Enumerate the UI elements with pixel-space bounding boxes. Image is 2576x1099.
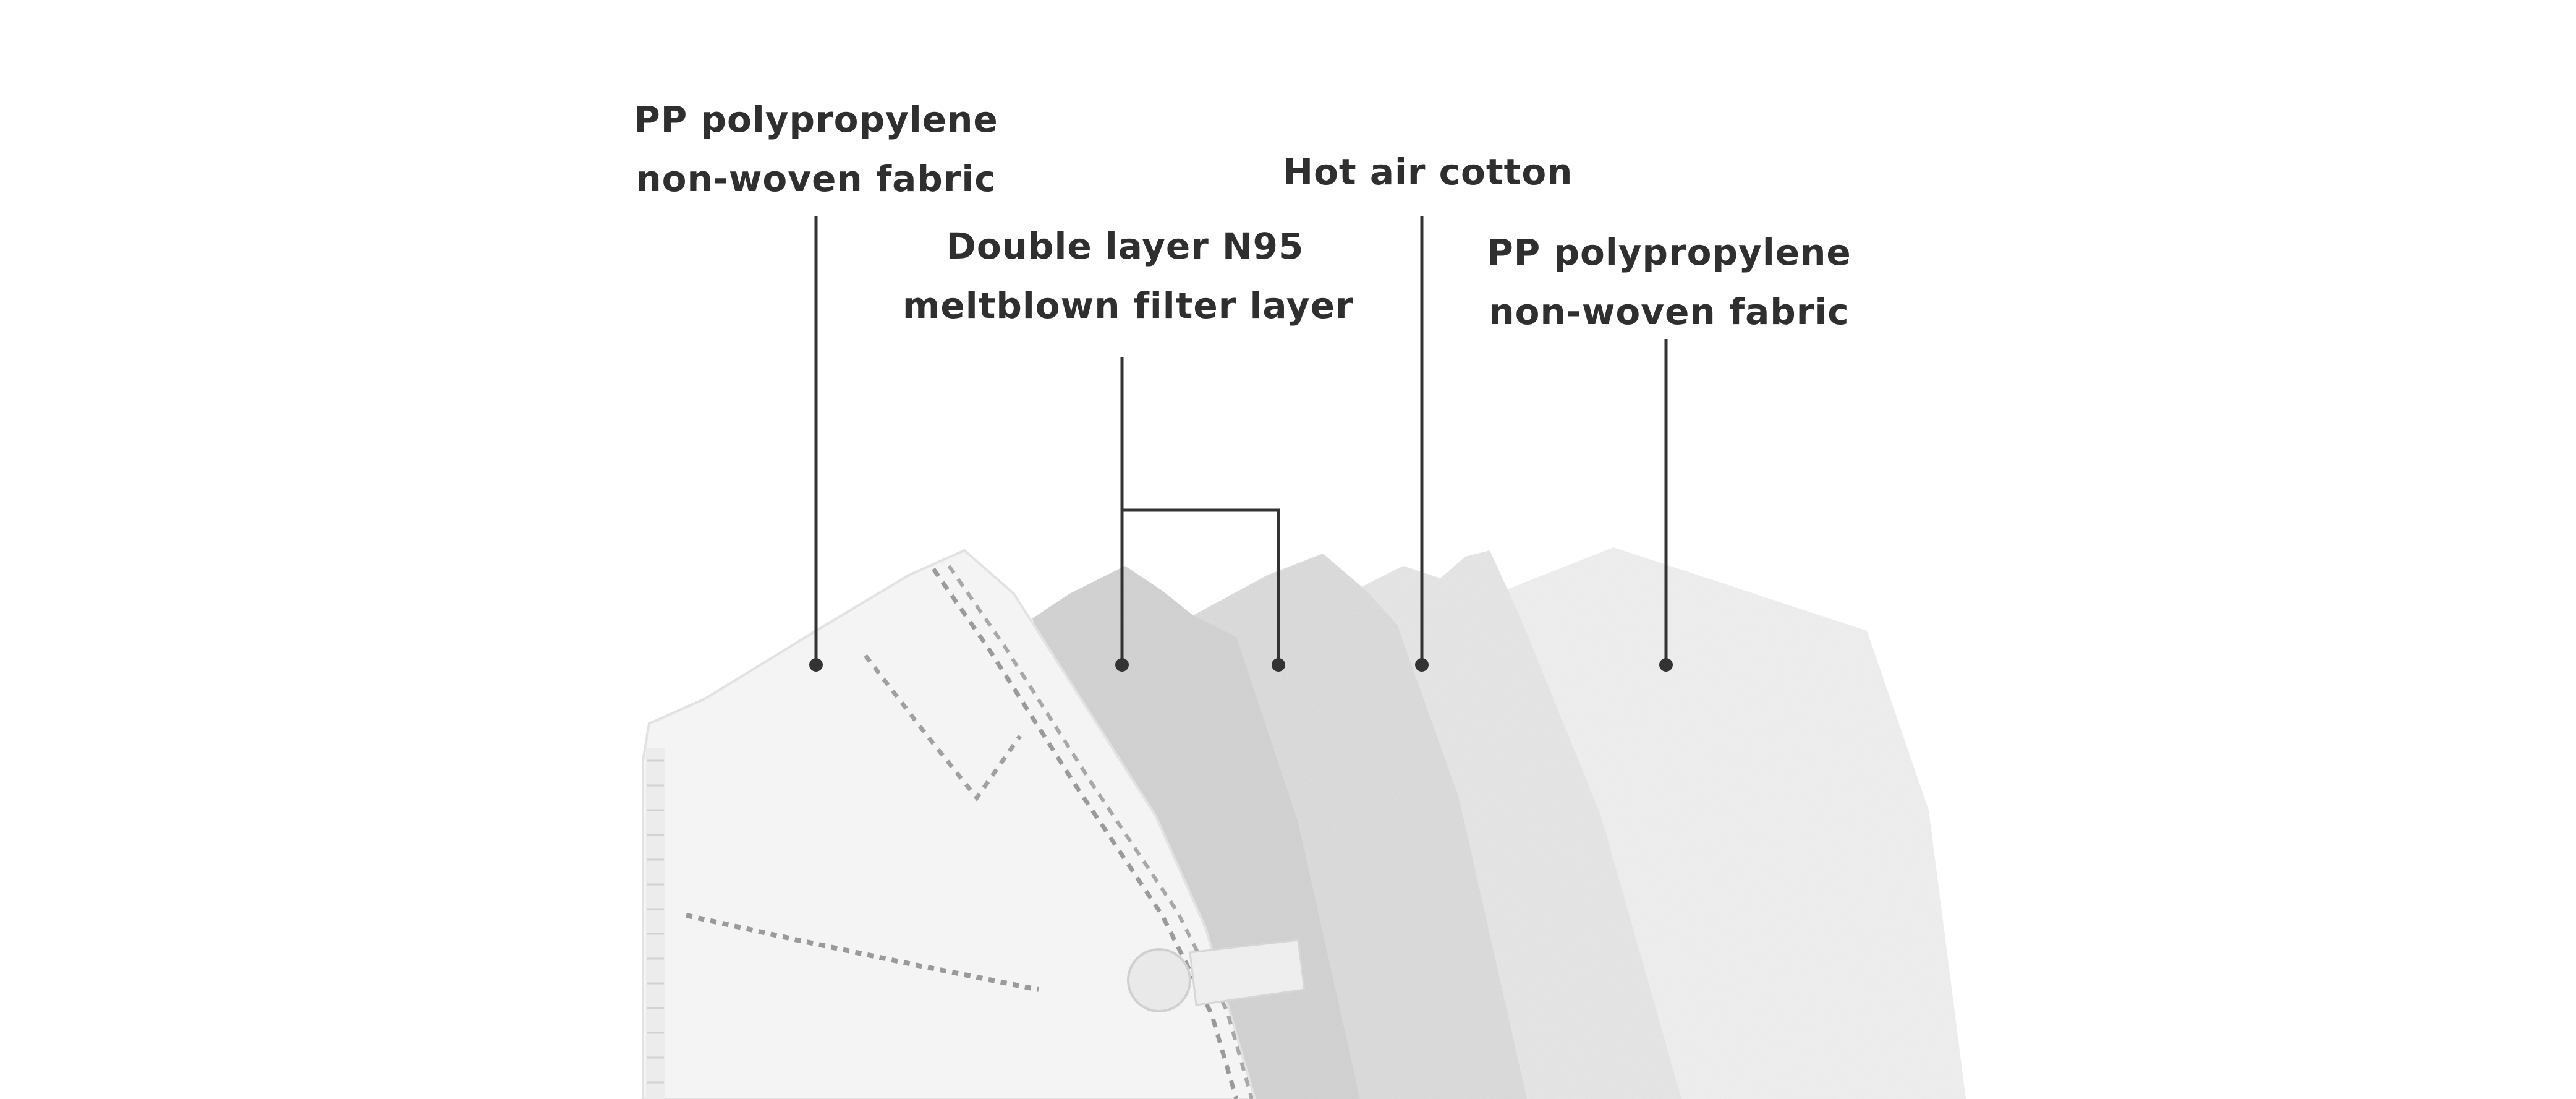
label-outer-nonwoven: PP polypropylene non-woven fabric — [631, 90, 1001, 208]
label-meltblown-filter: Double layer N95 meltblown filter layer — [903, 216, 1354, 335]
meltblown-layer-back — [1193, 554, 1527, 1099]
label-inner-line1: PP polypropylene — [1487, 231, 1851, 273]
label-hotair-line1: Hot air cotton — [1283, 151, 1573, 193]
label-outer-line1: PP polypropylene — [634, 98, 998, 140]
label-meltblown-line2: meltblown filter layer — [903, 284, 1354, 327]
dot-outer-layer — [809, 658, 823, 672]
label-outer-line2: non-woven fabric — [635, 158, 997, 200]
leader-lines — [814, 216, 1668, 665]
dot-inner-layer — [1659, 658, 1673, 672]
dot-meltblown-back — [1272, 658, 1285, 672]
mask-outer-layer-icon — [642, 549, 1306, 1099]
leader-meltblown-bracket — [1120, 357, 1280, 665]
label-inner-line2: non-woven fabric — [1489, 291, 1850, 333]
dot-meltblown-front — [1115, 658, 1129, 672]
leader-dots — [809, 658, 1673, 672]
dot-hot-air — [1415, 658, 1429, 672]
label-meltblown-line1: Double layer N95 — [946, 225, 1304, 267]
label-hot-air-cotton: Hot air cotton — [1267, 142, 1589, 202]
label-inner-nonwoven: PP polypropylene non-woven fabric — [1484, 223, 1855, 341]
